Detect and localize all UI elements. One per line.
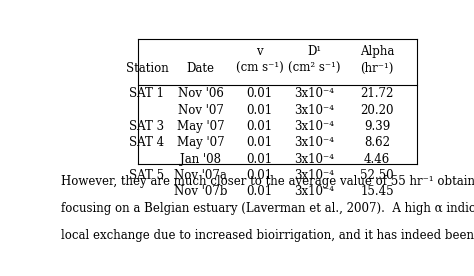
Text: 4.46: 4.46 [364,153,390,166]
Text: focusing on a Belgian estuary (Laverman et al., 2007).  A high α indicates enhan: focusing on a Belgian estuary (Laverman … [61,202,474,215]
Text: Nov '06: Nov '06 [178,87,224,100]
Text: (cm² s⁻¹): (cm² s⁻¹) [288,62,341,75]
Text: 21.72: 21.72 [360,87,394,100]
Text: (hr⁻¹): (hr⁻¹) [360,62,394,75]
Text: Jan '08: Jan '08 [180,153,221,166]
Text: v: v [256,45,263,58]
Text: Station: Station [126,62,169,75]
Text: 20.20: 20.20 [360,104,394,116]
Text: 0.01: 0.01 [246,120,273,133]
Text: 9.39: 9.39 [364,120,390,133]
Text: 3x10⁻⁴: 3x10⁻⁴ [294,104,335,116]
Text: 0.01: 0.01 [246,185,273,198]
Text: May '07: May '07 [177,136,225,149]
Text: 3x10⁻⁴: 3x10⁻⁴ [294,136,335,149]
Text: However, they are much closer to the average value of 55 hr⁻¹ obtained in a stud: However, they are much closer to the ave… [61,175,474,189]
Text: 3x10⁻⁴: 3x10⁻⁴ [294,169,335,182]
Text: Date: Date [187,62,215,75]
Text: 3x10⁻⁴: 3x10⁻⁴ [294,153,335,166]
Text: SAT 3: SAT 3 [129,120,164,133]
Text: 3x10⁻⁴: 3x10⁻⁴ [294,87,335,100]
Text: 15.45: 15.45 [360,185,394,198]
Text: May '07: May '07 [177,120,225,133]
Text: local exchange due to increased bioirrigation, and it has indeed been shown that: local exchange due to increased bioirrig… [61,229,474,242]
Text: 0.01: 0.01 [246,104,273,116]
Text: SAT 4: SAT 4 [129,136,164,149]
Text: Alpha: Alpha [360,45,394,58]
Text: 0.01: 0.01 [246,169,273,182]
Text: 3x10⁻⁴: 3x10⁻⁴ [294,185,335,198]
Text: 52.50: 52.50 [360,169,394,182]
Text: 8.62: 8.62 [364,136,390,149]
Text: SAT 5: SAT 5 [129,169,164,182]
Text: Nov '07a: Nov '07a [174,169,227,182]
Text: Nov '07b: Nov '07b [174,185,228,198]
Text: Nov '07: Nov '07 [178,104,224,116]
Text: 0.01: 0.01 [246,153,273,166]
Text: SAT 1: SAT 1 [129,87,164,100]
Text: 0.01: 0.01 [246,136,273,149]
Text: (cm s⁻¹): (cm s⁻¹) [236,62,283,75]
Text: 3x10⁻⁴: 3x10⁻⁴ [294,120,335,133]
Text: 0.01: 0.01 [246,87,273,100]
Text: D¹: D¹ [308,45,322,58]
